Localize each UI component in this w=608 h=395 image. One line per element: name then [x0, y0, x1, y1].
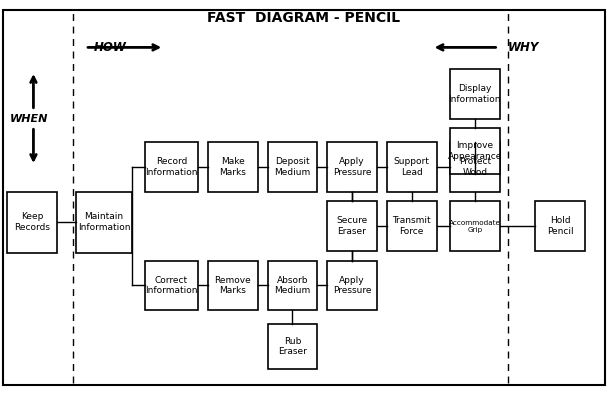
Bar	[145, 142, 198, 192]
Bar	[450, 69, 500, 118]
Bar	[327, 201, 377, 251]
Bar	[535, 201, 585, 251]
Bar	[327, 142, 377, 192]
Text: Accommodate
Grip: Accommodate Grip	[449, 220, 501, 233]
Bar	[268, 261, 317, 310]
Bar	[208, 261, 258, 310]
Text: Rub
Eraser: Rub Eraser	[278, 337, 307, 356]
Text: Secure
Eraser: Secure Eraser	[336, 216, 368, 236]
Bar	[7, 192, 57, 253]
Text: Record
Information: Record Information	[145, 157, 198, 177]
Text: WHEN: WHEN	[9, 113, 48, 124]
Text: Transmit
Force: Transmit Force	[392, 216, 431, 236]
Text: Display
Information: Display Information	[449, 84, 501, 103]
Text: Improve
Appearance: Improve Appearance	[447, 141, 502, 161]
Bar	[450, 142, 500, 192]
Bar	[387, 142, 437, 192]
Bar	[268, 142, 317, 192]
Bar	[76, 192, 132, 253]
Bar	[208, 142, 258, 192]
Bar	[268, 324, 317, 369]
Text: FAST  DIAGRAM - PENCIL: FAST DIAGRAM - PENCIL	[207, 11, 401, 25]
Bar	[145, 261, 198, 310]
Text: Absorb
Medium: Absorb Medium	[274, 276, 311, 295]
Text: Apply
Pressure: Apply Pressure	[333, 276, 371, 295]
Text: WHY: WHY	[508, 41, 539, 54]
Text: Support
Lead: Support Lead	[393, 157, 430, 177]
Text: Hold
Pencil: Hold Pencil	[547, 216, 573, 236]
Text: Correct
Information: Correct Information	[145, 276, 198, 295]
Bar	[327, 261, 377, 310]
Text: Maintain
Information: Maintain Information	[78, 213, 130, 232]
Text: Make
Marks: Make Marks	[219, 157, 246, 177]
Text: HOW: HOW	[94, 41, 127, 54]
Text: Apply
Pressure: Apply Pressure	[333, 157, 371, 177]
Bar	[450, 128, 500, 174]
Text: Protect
Wood: Protect Wood	[459, 157, 491, 177]
Text: Deposit
Medium: Deposit Medium	[274, 157, 311, 177]
Text: Remove
Marks: Remove Marks	[215, 276, 251, 295]
Text: Keep
Records: Keep Records	[14, 213, 50, 232]
Bar	[450, 201, 500, 251]
Bar	[387, 201, 437, 251]
